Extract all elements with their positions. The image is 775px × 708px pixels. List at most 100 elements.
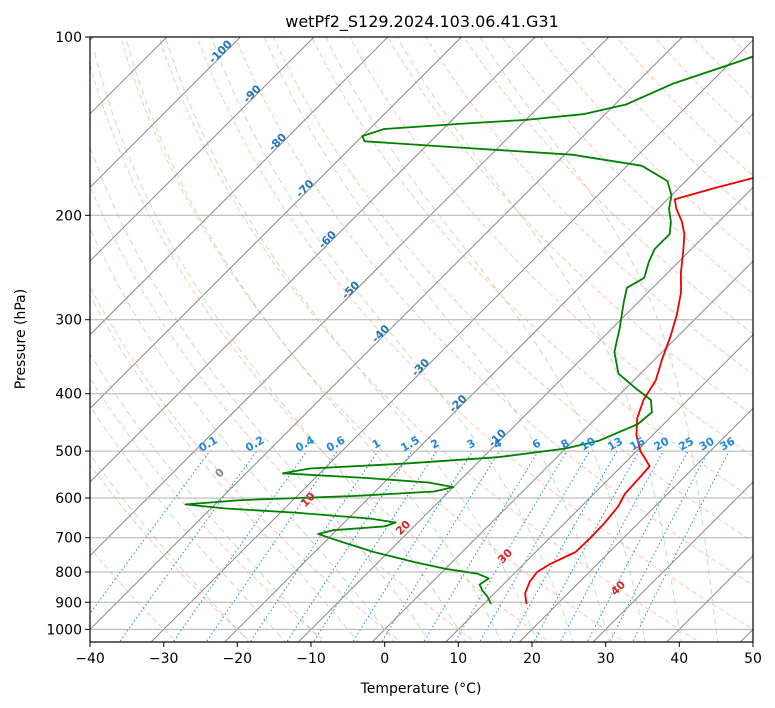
x-tick-label: 40 (670, 651, 688, 667)
mixing-ratio-line (286, 450, 413, 642)
dry-adiabat (90, 463, 252, 642)
x-tick-label: −40 (75, 651, 105, 667)
dry-adiabat (692, 37, 753, 99)
dry-adiabat (90, 285, 402, 642)
mixing-ratio-line (454, 450, 568, 642)
y-tick-label: 800 (55, 565, 82, 581)
dewpoint-profile-line (184, 55, 753, 605)
dry-adiabat (310, 37, 753, 500)
x-tick-label: 30 (597, 651, 615, 667)
isotherm-label: -80 (266, 130, 289, 153)
isotherm-line (90, 37, 610, 557)
y-tick-label: 300 (55, 313, 82, 329)
mixing-ratio-line (172, 450, 308, 642)
moist-adiabat (90, 294, 359, 642)
dry-adiabat (90, 63, 551, 642)
dry-adiabat (349, 37, 753, 458)
mixing-ratio-line (312, 450, 438, 642)
y-tick-label: 100 (55, 30, 82, 46)
isotherm-label: -10 (486, 426, 509, 449)
moist-adiabat (325, 37, 646, 642)
x-tick-label: 0 (380, 651, 389, 667)
dry-adiabat (615, 37, 753, 177)
isotherm-line (90, 37, 242, 189)
mixing-ratio-line (586, 450, 689, 642)
dry-adiabat (501, 37, 753, 295)
moist-adiabat (93, 49, 467, 642)
moist-adiabat (90, 453, 250, 642)
isotherm-line (90, 37, 684, 631)
moist-adiabat (90, 145, 431, 642)
isotherm-line (90, 37, 536, 483)
x-tick-label: 10 (449, 651, 467, 667)
x-tick-label: −20 (223, 651, 253, 667)
isotherm-line (90, 37, 389, 336)
isotherm-line (223, 113, 753, 642)
isotherm-line (371, 260, 753, 642)
dry-adiabat (577, 37, 753, 216)
dry-adiabat (757, 25, 775, 644)
y-axis-title: Pressure (hPa) (13, 289, 29, 389)
mixing-ratio-line (205, 450, 338, 642)
plot-frame (89, 36, 754, 643)
dry-adiabat (387, 37, 753, 416)
dry-adiabat (272, 37, 753, 543)
isotherm-label: -60 (316, 228, 339, 251)
isotherm-line (518, 407, 753, 642)
x-tick-label: −10 (296, 651, 326, 667)
y-tick-label: 200 (55, 208, 82, 224)
dry-adiabat (196, 37, 753, 631)
dry-adiabat (730, 37, 753, 61)
moist-adiabat (90, 404, 287, 642)
moist-adiabat (125, 37, 502, 642)
x-tick-label: −30 (149, 651, 179, 667)
dry-adiabat (425, 37, 753, 375)
dry-adiabat-label: 30 (495, 546, 515, 566)
mixing-ratio-line (249, 450, 379, 642)
chart-title: wetPf2_S129.2024.103.06.41.G31 (285, 12, 559, 32)
isotherm-line (444, 334, 753, 642)
mixing-ratio-line (118, 450, 258, 642)
isotherm-line (665, 555, 753, 642)
mixing-ratio-line (90, 450, 211, 615)
isotherm-line (592, 481, 753, 642)
y-tick-label: 400 (55, 387, 82, 403)
grid-lines (90, 37, 753, 642)
isotherm-label: -70 (293, 177, 316, 200)
x-tick-label: 20 (523, 651, 541, 667)
moist-adiabat (90, 352, 323, 642)
dry-adiabat (654, 37, 753, 138)
mixing-ratio-label: 3 (465, 437, 478, 452)
axis-ticks: −40 −30 −20 −10 0 10 20 30 40 50 100 200 300 400 500 60… (46, 30, 762, 667)
y-tick-label: 500 (55, 444, 82, 460)
y-tick-label: 1000 (46, 622, 82, 638)
isotherm-label: -40 (369, 322, 392, 345)
dry-adiabat (234, 37, 753, 586)
x-tick-label: 50 (744, 651, 762, 667)
series-lines (184, 55, 753, 605)
y-tick-label: 700 (55, 531, 82, 547)
dry-adiabat (90, 377, 327, 642)
line-labels: 0.1 0.2 0.4 0.6 1 1.5 2 3 4 6 8 10 13 16 20 25 30 36-100-… (196, 37, 737, 598)
x-axis-title: Temperature (°C) (360, 681, 482, 697)
temperature-profile-line (524, 177, 753, 605)
mixing-ratio-line (559, 450, 664, 642)
isotherm-line (90, 37, 315, 262)
dry-adiabat (539, 37, 753, 255)
mixing-ratio-line (632, 450, 730, 642)
moist-adiabat (90, 227, 395, 642)
isotherm-line (90, 37, 463, 410)
mixing-ratio-line (609, 450, 709, 642)
isotherm-label: -50 (339, 278, 362, 301)
mixing-ratio-label: 2 (428, 437, 441, 452)
isotherm-label: -90 (241, 82, 264, 105)
y-tick-label: 600 (55, 491, 82, 507)
dry-adiabat (90, 184, 476, 642)
y-tick-label: 900 (55, 595, 82, 611)
isotherm-line (739, 628, 753, 642)
isotherm-line (150, 39, 753, 642)
mixing-ratio-label: 6 (530, 436, 543, 451)
dry-adiabat-label: 40 (608, 578, 628, 598)
